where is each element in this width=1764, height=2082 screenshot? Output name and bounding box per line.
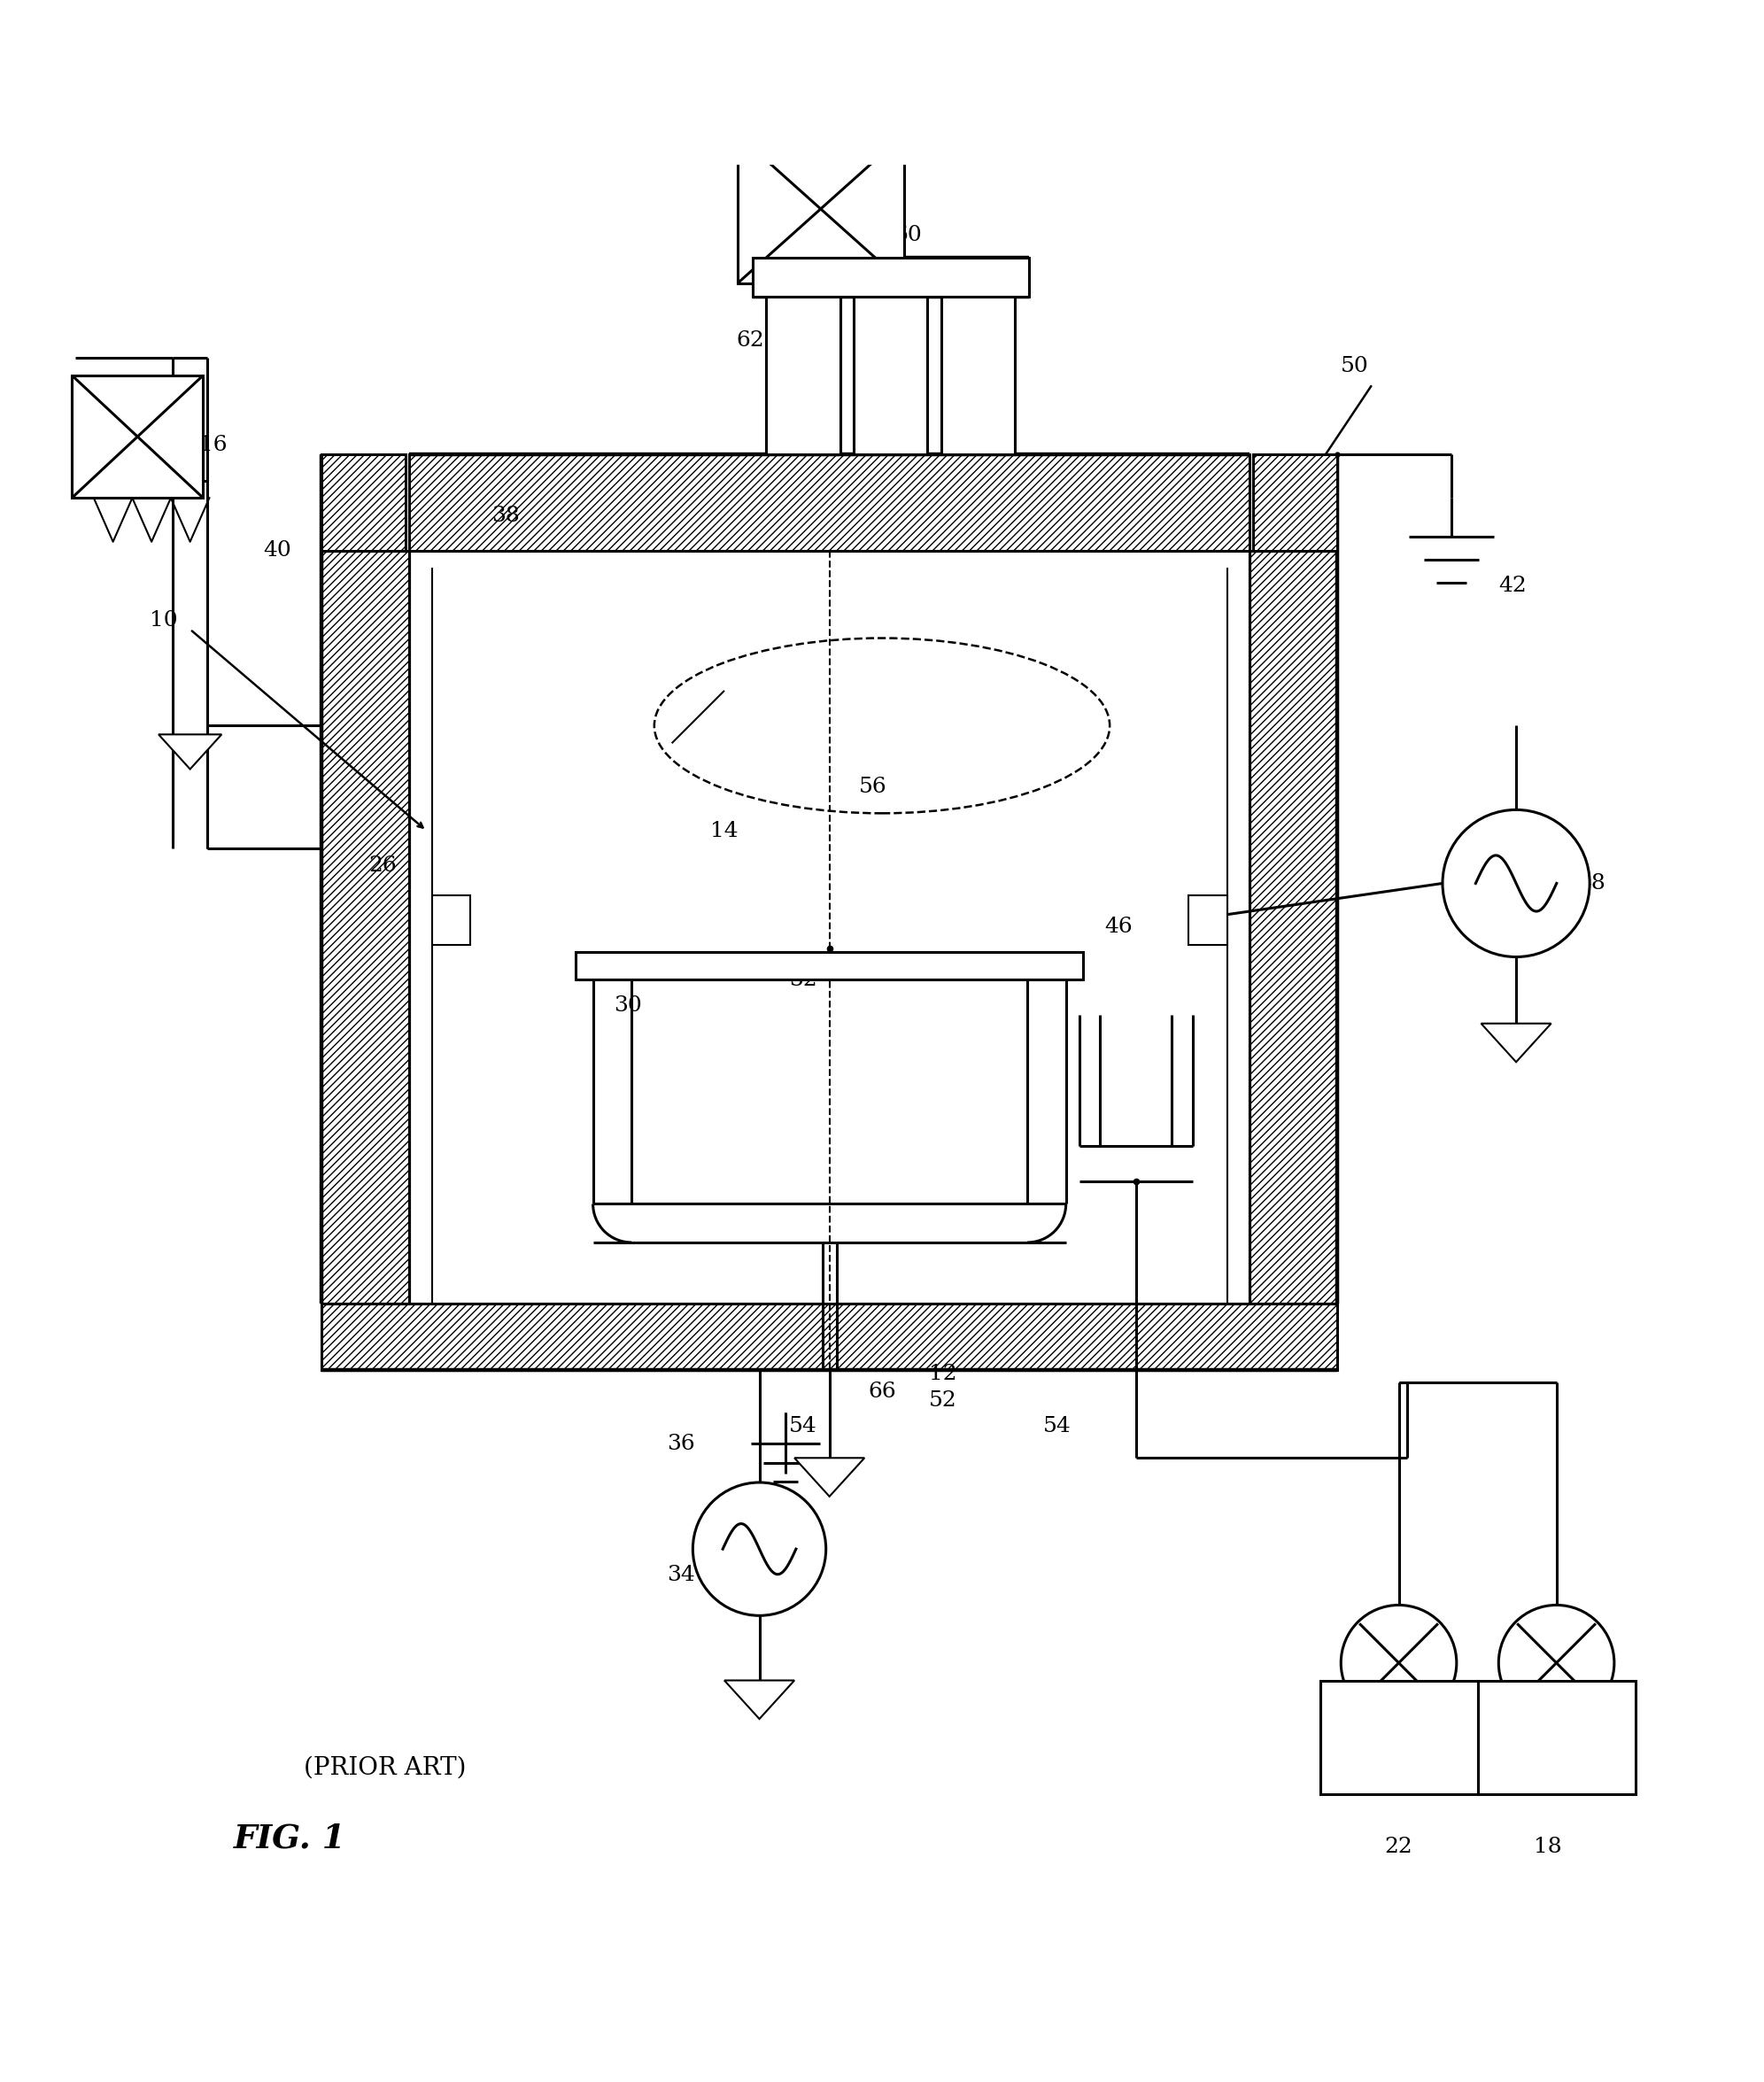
Circle shape [1341, 1605, 1457, 1720]
Text: 62: 62 [737, 331, 764, 350]
Text: 30: 30 [614, 995, 642, 1016]
Bar [1251, 550, 1337, 1303]
Text: 46: 46 [1104, 916, 1132, 937]
Text: 32: 32 [789, 970, 817, 989]
Text: 52: 52 [930, 1391, 958, 1410]
Text: 54: 54 [789, 1416, 817, 1437]
Text: 60: 60 [894, 225, 923, 246]
Text: 36: 36 [667, 1434, 695, 1453]
Bar [1254, 454, 1337, 550]
Bar [321, 1303, 1337, 1370]
Bar [72, 375, 203, 498]
Text: 12: 12 [930, 1364, 958, 1385]
Circle shape [1443, 810, 1589, 958]
Circle shape [693, 1482, 826, 1616]
Text: 50: 50 [1341, 356, 1369, 377]
Bar [1319, 1680, 1478, 1795]
Bar [575, 951, 1083, 981]
Text: 56: 56 [859, 777, 887, 797]
Text: 42: 42 [1499, 575, 1526, 595]
Polygon shape [1482, 1024, 1551, 1062]
Text: 24: 24 [1376, 1634, 1404, 1655]
Bar [854, 296, 928, 454]
Text: 66: 66 [868, 1380, 896, 1401]
Polygon shape [159, 735, 222, 768]
Text: N: N [794, 366, 811, 385]
Bar [753, 258, 1028, 296]
Bar [432, 895, 471, 945]
Text: 38: 38 [492, 506, 519, 525]
Text: 20: 20 [1559, 1634, 1588, 1655]
Text: 16: 16 [199, 435, 228, 456]
Circle shape [1499, 1605, 1614, 1720]
Polygon shape [794, 1457, 864, 1497]
Bar [737, 135, 903, 283]
Bar [321, 550, 409, 1303]
Text: N: N [970, 366, 988, 385]
Text: N$_2$: N$_2$ [1383, 1726, 1415, 1749]
Text: 54: 54 [1043, 1416, 1071, 1437]
Bar [321, 454, 406, 550]
Text: 18: 18 [1533, 1836, 1561, 1857]
Text: FIG. 1: FIG. 1 [235, 1822, 346, 1855]
Text: 22: 22 [1385, 1836, 1413, 1857]
Text: 48: 48 [1577, 872, 1605, 893]
Text: 10: 10 [150, 610, 178, 631]
Text: (PRIOR ART): (PRIOR ART) [303, 1755, 466, 1780]
Text: 26: 26 [369, 856, 397, 877]
Text: 14: 14 [711, 820, 739, 841]
Bar [1189, 895, 1228, 945]
Text: S: S [884, 366, 898, 385]
Bar [766, 296, 840, 454]
Text: 34: 34 [667, 1566, 695, 1586]
Bar [942, 296, 1014, 454]
Bar [409, 454, 1251, 550]
Polygon shape [725, 1680, 794, 1720]
Bar [1478, 1680, 1635, 1795]
Text: Ar: Ar [1542, 1726, 1570, 1749]
Text: 40: 40 [263, 541, 291, 560]
